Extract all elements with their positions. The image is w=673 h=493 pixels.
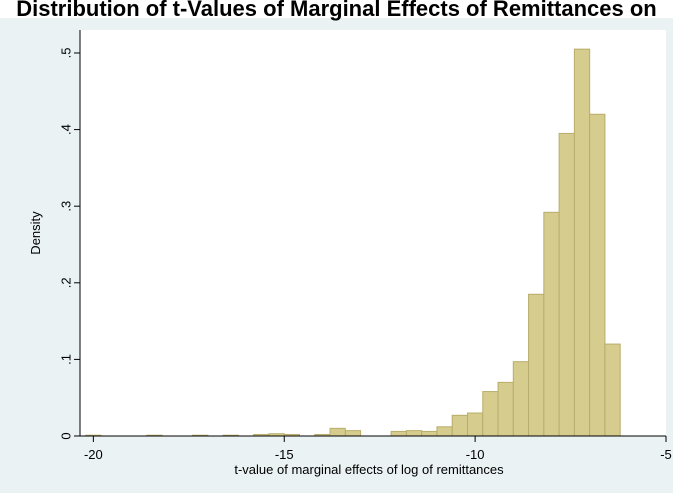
y-tick-label: 0 bbox=[59, 432, 74, 439]
histogram-bar-19 bbox=[528, 293, 545, 437]
histogram-bar-8 bbox=[329, 427, 346, 437]
y-tick-label: .2 bbox=[59, 277, 74, 288]
histogram-bar-14 bbox=[451, 414, 468, 437]
histogram-bar-17 bbox=[497, 381, 514, 437]
histogram-bar-18 bbox=[512, 361, 530, 437]
y-axis-title: Density bbox=[28, 211, 43, 255]
histogram-bar-20 bbox=[543, 211, 560, 437]
histogram-bar-22 bbox=[573, 48, 591, 437]
histogram-bar-23 bbox=[589, 113, 606, 437]
x-ticks: -20 -15 -10 -5 bbox=[84, 436, 672, 462]
histogram-bar-12 bbox=[421, 430, 438, 437]
x-axis-title: t-value of marginal effects of log of re… bbox=[234, 462, 504, 477]
histogram-bar-9 bbox=[344, 430, 362, 437]
histogram-bar-15 bbox=[466, 412, 484, 437]
y-tick-label: .3 bbox=[59, 201, 74, 212]
x-tick-label: -10 bbox=[466, 447, 485, 462]
x-tick-label: -20 bbox=[84, 447, 103, 462]
y-tick-label: .1 bbox=[59, 354, 74, 365]
y-ticks: 0 .1 .2 .3 .4 .5 bbox=[59, 48, 80, 440]
histogram-bar-13 bbox=[436, 426, 453, 437]
bars-group bbox=[85, 48, 621, 437]
histogram-bar-24 bbox=[604, 343, 621, 437]
histogram-bar-16 bbox=[482, 391, 499, 437]
histogram-bar-11 bbox=[405, 430, 423, 437]
y-tick-label: .4 bbox=[59, 124, 74, 135]
chart-title: Distribution of t-Values of Marginal Eff… bbox=[16, 0, 657, 21]
histogram-bar-21 bbox=[558, 132, 575, 437]
x-tick-label: -5 bbox=[660, 447, 672, 462]
y-tick-label: .5 bbox=[59, 48, 74, 59]
x-tick-label: -15 bbox=[275, 447, 294, 462]
histogram-bar-10 bbox=[390, 430, 407, 437]
